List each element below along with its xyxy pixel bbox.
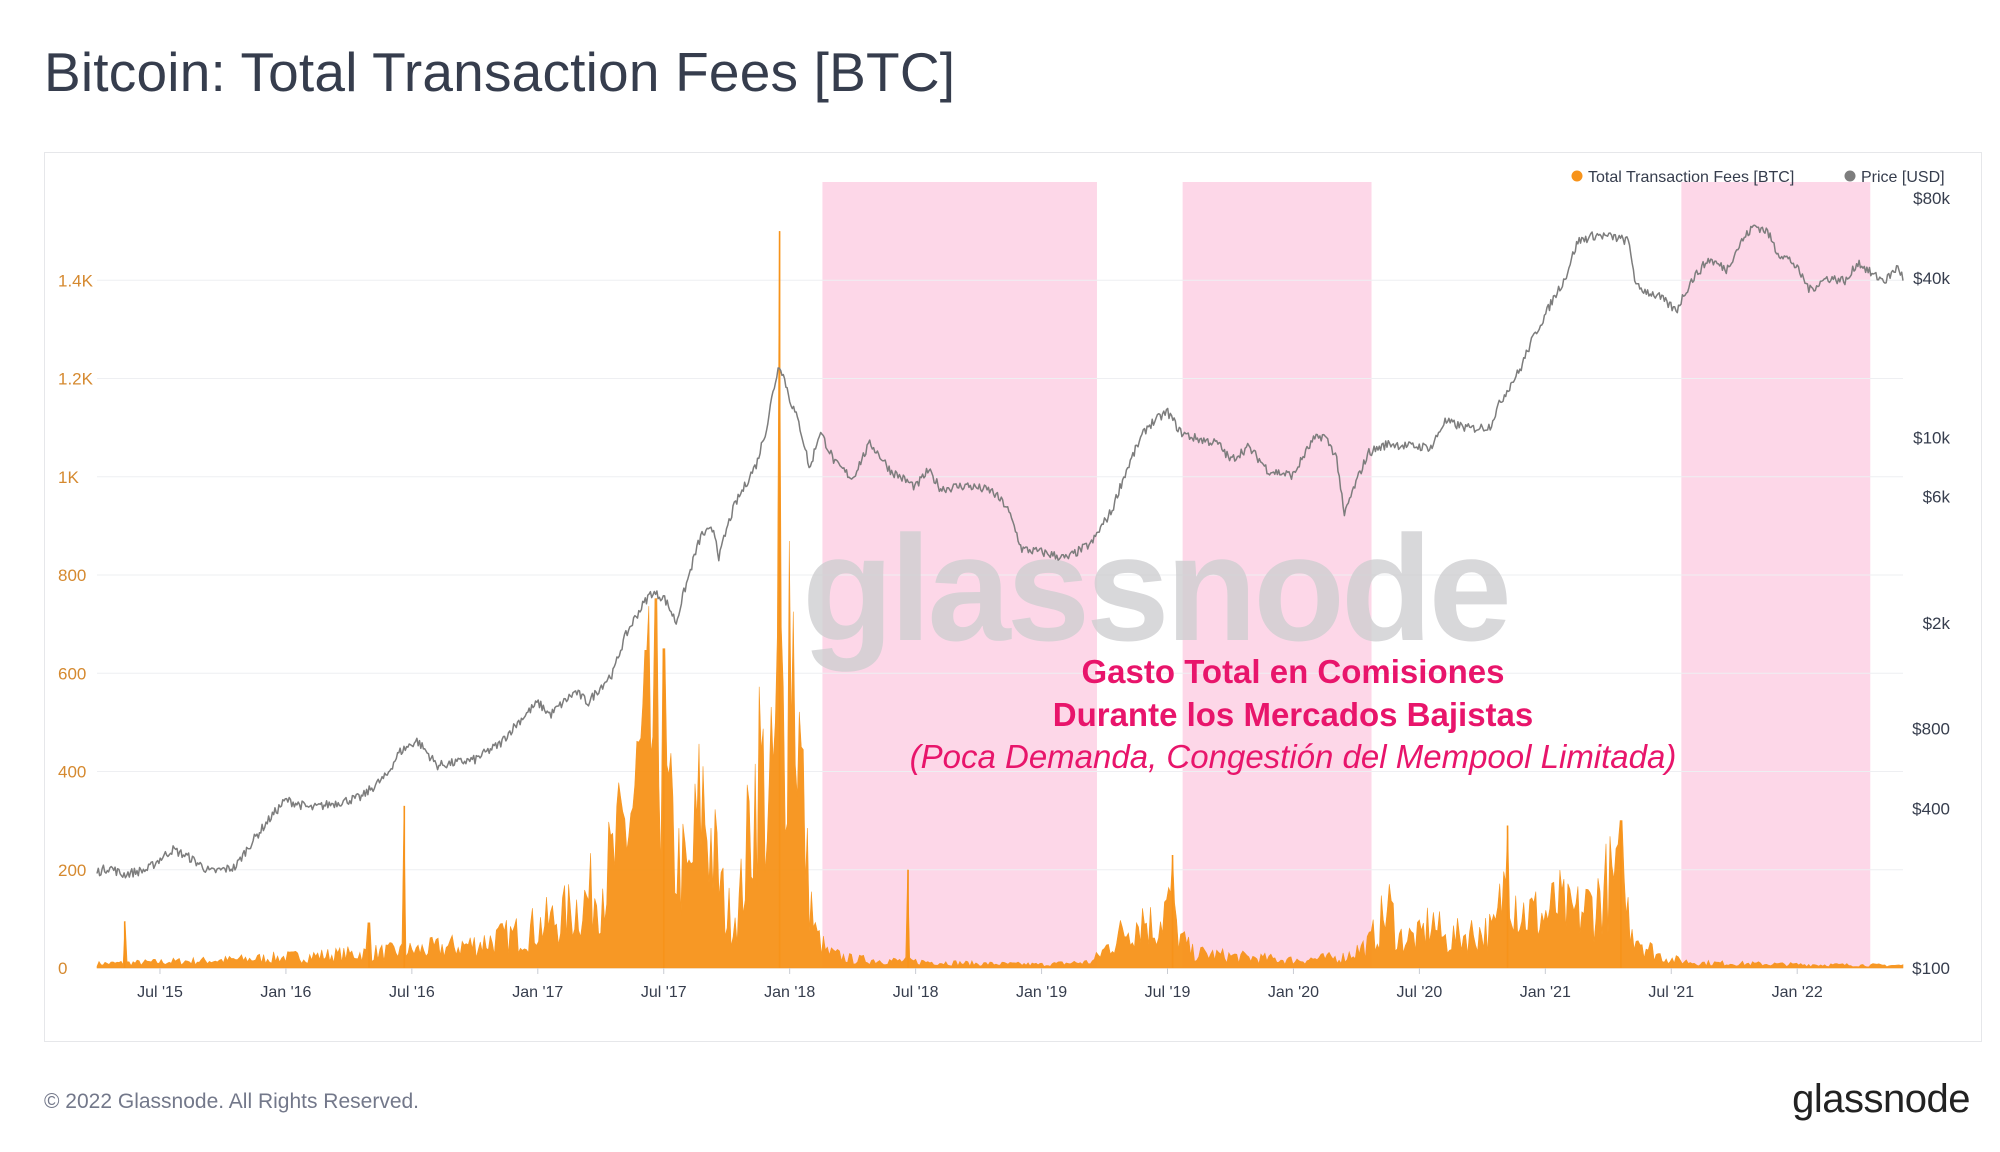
x-axis-tick-label: Jul '15 bbox=[137, 984, 183, 1001]
left-axis-tick-label: 600 bbox=[58, 664, 86, 683]
fees-series bbox=[96, 231, 1904, 969]
x-axis-tick-label: Jul '16 bbox=[389, 984, 435, 1001]
left-axis-tick-label: 800 bbox=[58, 566, 86, 585]
annotation: Gasto Total en Comisiones Durante los Me… bbox=[910, 653, 1677, 775]
left-axis-tick-label: 400 bbox=[58, 763, 86, 782]
x-axis-tick-label: Jan '22 bbox=[1772, 984, 1823, 1001]
right-axis-tick-label: $6k bbox=[1923, 487, 1951, 506]
page-title: Bitcoin: Total Transaction Fees [BTC] bbox=[44, 41, 956, 103]
legend-label-fees: Total Transaction Fees [BTC] bbox=[1588, 169, 1794, 186]
x-axis-tick-label: Jan '20 bbox=[1268, 984, 1319, 1001]
fees-area bbox=[96, 231, 1904, 969]
chart-frame bbox=[44, 152, 1982, 1042]
right-axis-tick-label: $400 bbox=[1912, 799, 1950, 818]
right-axis-tick-label: $800 bbox=[1912, 719, 1950, 738]
x-axis-tick-label: Jul '19 bbox=[1145, 984, 1191, 1001]
left-axis-tick-label: 1.2K bbox=[58, 370, 94, 389]
legend: Total Transaction Fees [BTC] Price [USD] bbox=[1571, 169, 1945, 186]
x-axis-tick-label: Jul '20 bbox=[1397, 984, 1443, 1001]
x-axis-tick-label: Jul '17 bbox=[641, 984, 687, 1001]
left-axis-tick-label: 200 bbox=[58, 861, 86, 880]
x-axis-tick-label: Jul '18 bbox=[893, 984, 939, 1001]
legend-dot-price bbox=[1844, 170, 1856, 182]
footer-brand-logo: glassnode bbox=[1792, 1077, 1970, 1121]
x-axis-tick-label: Jan '17 bbox=[512, 984, 563, 1001]
left-axis-tick-label: 0 bbox=[58, 959, 67, 978]
right-axis: $100 $400 $800 $2k $6k $10k $40k $80k bbox=[1912, 189, 1950, 978]
annotation-line-3: (Poca Demanda, Congestión del Mempool Li… bbox=[910, 738, 1677, 775]
right-axis-tick-label: $10k bbox=[1913, 429, 1950, 448]
right-axis-tick-label: $2k bbox=[1923, 614, 1951, 633]
price-line bbox=[96, 224, 1904, 879]
watermark: glassnode bbox=[802, 504, 1508, 672]
left-axis: 0 200 400 600 800 1K 1.2K 1.4K bbox=[58, 271, 94, 978]
right-axis-tick-label: $100 bbox=[1912, 959, 1950, 978]
x-axis-tick-label: Jan '21 bbox=[1520, 984, 1571, 1001]
x-axis: Jul '15 Jan '16 Jul '16 Jan '17 Jul '17 Jan '… bbox=[137, 968, 1823, 1001]
x-axis-tick-label: Jan '16 bbox=[260, 984, 311, 1001]
price-series bbox=[96, 224, 1904, 879]
annotation-line-2: Durante los Mercados Bajistas bbox=[1053, 696, 1534, 733]
right-axis-tick-label: $40k bbox=[1913, 269, 1950, 288]
left-axis-tick-label: 1K bbox=[58, 468, 79, 487]
left-axis-tick-label: 1.4K bbox=[58, 271, 94, 290]
x-axis-tick-label: Jan '18 bbox=[764, 984, 815, 1001]
footer-copyright: © 2022 Glassnode. All Rights Reserved. bbox=[44, 1090, 420, 1113]
x-axis-tick-label: Jul '21 bbox=[1648, 984, 1694, 1001]
legend-label-price: Price [USD] bbox=[1861, 169, 1945, 186]
right-axis-tick-label: $80k bbox=[1913, 189, 1950, 208]
annotation-line-1: Gasto Total en Comisiones bbox=[1082, 653, 1505, 690]
x-axis-tick-label: Jan '19 bbox=[1016, 984, 1067, 1001]
legend-dot-fees bbox=[1571, 170, 1583, 182]
